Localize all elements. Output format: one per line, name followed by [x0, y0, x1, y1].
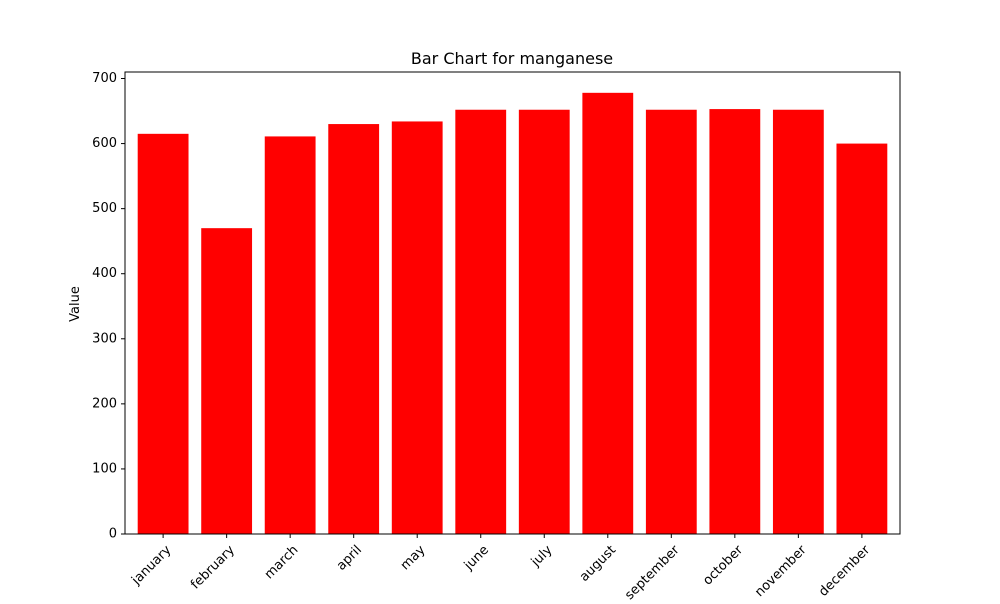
y-tick-label: 500	[92, 201, 117, 216]
x-tick-label: august	[577, 543, 619, 585]
x-tick-label: april	[334, 543, 365, 574]
y-tick-label: 600	[92, 136, 117, 151]
y-tick-label: 200	[92, 396, 117, 411]
x-axis: january february march april may june july augu…	[128, 534, 874, 603]
bar-february	[201, 228, 253, 535]
x-tick-label: january	[128, 542, 174, 588]
x-tick-label: march	[262, 543, 302, 583]
x-tick-label: september	[622, 542, 683, 600]
x-tick-label: may	[398, 542, 429, 573]
bar-march	[264, 136, 316, 535]
x-tick-label: june	[461, 543, 492, 574]
plot-frame	[124, 71, 901, 535]
x-tick-label: november	[752, 542, 810, 600]
x-tick-label: july	[528, 542, 556, 570]
bar-july	[518, 109, 570, 535]
bar-may	[391, 121, 443, 534]
y-tick-label: 0	[109, 527, 117, 542]
bar-october	[709, 109, 761, 534]
y-axis-label: Value	[68, 286, 83, 322]
bar-january	[137, 133, 189, 534]
bar-april	[328, 124, 380, 534]
x-tick-label: february	[188, 542, 238, 592]
bar-september	[645, 109, 697, 535]
bar-june	[455, 109, 507, 535]
chart-title: Bar Chart for manganese	[411, 49, 613, 68]
x-tick-label: december	[816, 542, 873, 599]
y-tick-label: 700	[92, 71, 117, 86]
bars-group	[137, 92, 888, 535]
bar-december	[836, 143, 888, 534]
y-tick-label: 400	[92, 266, 117, 281]
bar-august	[582, 92, 634, 534]
x-tick-label: october	[700, 542, 746, 588]
y-tick-label: 300	[92, 331, 117, 346]
bar-november	[772, 109, 824, 535]
y-tick-label: 100	[92, 461, 117, 476]
y-axis: 0 100 200 300 400 500 600 700	[92, 71, 125, 542]
